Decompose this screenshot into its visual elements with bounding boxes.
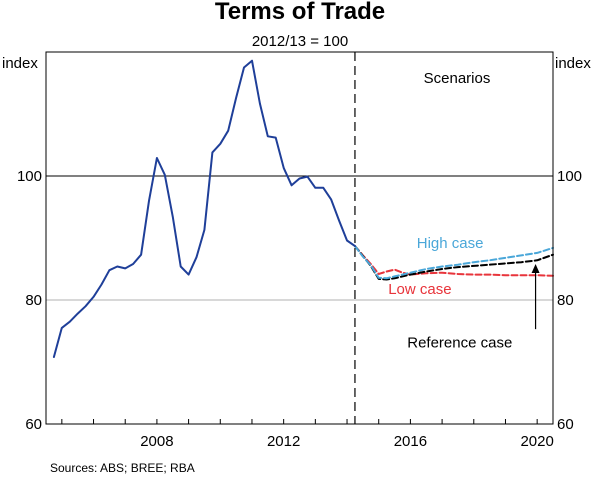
x-tick-label: 2008 xyxy=(140,433,173,450)
y-tick-label-left: 60 xyxy=(25,416,42,433)
y-axis-ticks: 60 60 80 80 100 100 xyxy=(17,168,582,433)
y-tick-label-left: 100 xyxy=(17,168,42,185)
plot-border xyxy=(45,51,554,425)
y-tick-label-right: 60 xyxy=(557,416,574,433)
x-axis-ticks: 2008 2012 2016 2020 xyxy=(61,419,554,450)
low-case-series-line xyxy=(354,245,554,277)
reference-case-label: Reference case xyxy=(407,335,512,352)
historical-series-line xyxy=(52,59,356,358)
high-case-label: High case xyxy=(417,235,484,252)
x-tick-label: 2020 xyxy=(520,433,553,450)
y-tick-label-right: 100 xyxy=(557,168,582,185)
chart-subtitle: 2012/13 = 100 xyxy=(252,33,348,50)
low-case-label: Low case xyxy=(388,281,451,298)
y-tick-label-right: 80 xyxy=(557,292,574,309)
y-axis-unit-left: index xyxy=(2,55,38,72)
scenarios-label: Scenarios xyxy=(424,70,491,87)
gridlines xyxy=(46,175,553,301)
chart-title: Terms of Trade xyxy=(215,0,385,25)
y-axis-unit-right: index xyxy=(555,55,591,72)
series-layer xyxy=(52,59,554,358)
reference-arrow-head xyxy=(531,264,540,274)
source-note: Sources: ABS; BREE; RBA xyxy=(50,461,195,475)
x-tick-label: 2016 xyxy=(394,433,427,450)
y-tick-label-left: 80 xyxy=(25,292,42,309)
annotation-layer: High case Low case Reference case xyxy=(388,235,540,352)
x-tick-label: 2012 xyxy=(267,433,300,450)
high-case-series-line xyxy=(354,245,554,280)
